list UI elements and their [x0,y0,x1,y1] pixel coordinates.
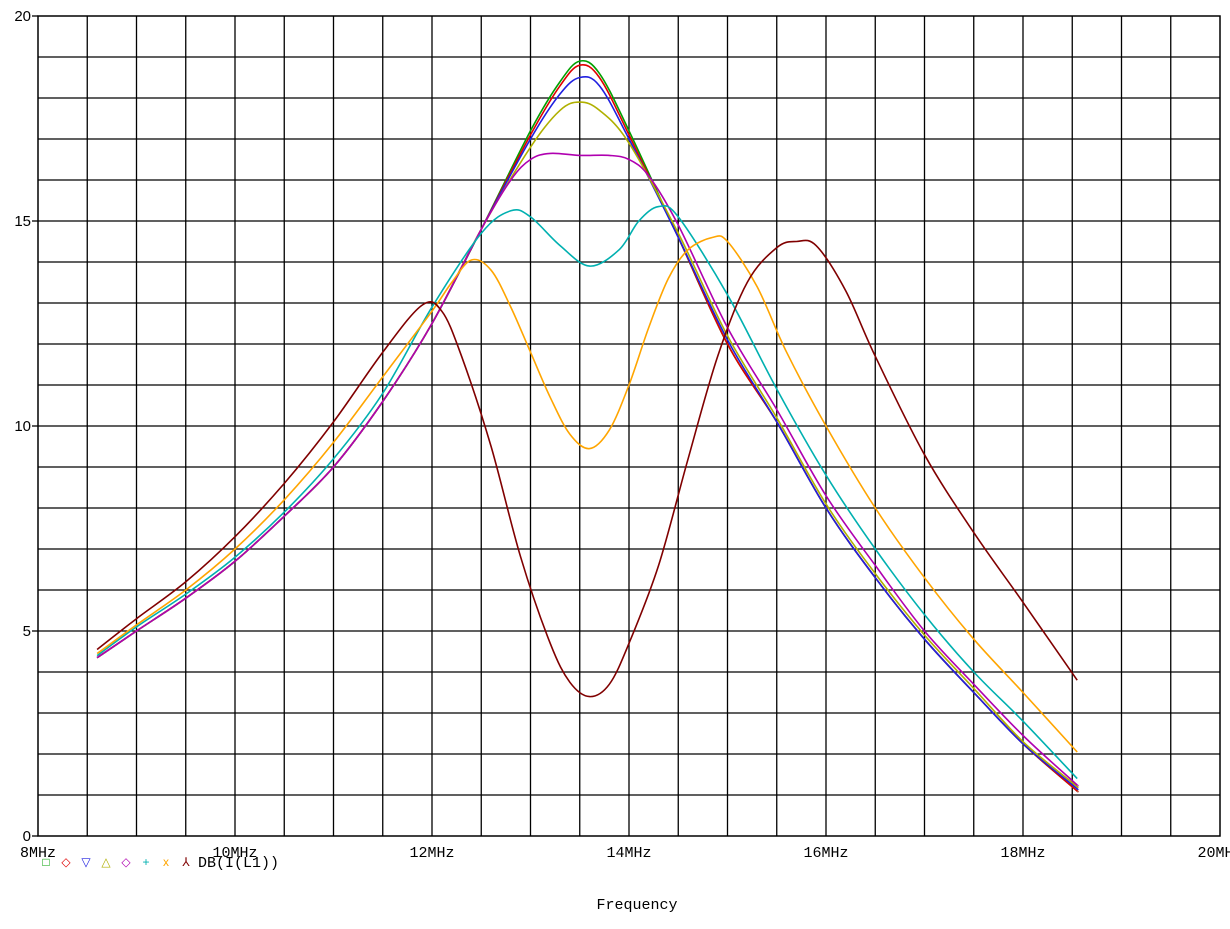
series-line-7 [96,235,1078,753]
legend-marker: ◇ [61,855,71,869]
legend-marker: □ [42,855,49,869]
y-tick-label: 5 [23,623,31,640]
series-line-2 [96,64,1079,793]
series-line-3 [96,75,1079,791]
y-tick-label: 10 [14,418,31,435]
legend-markers: □ ◇ ▽ △ ◇ + x ⅄ [42,855,190,869]
x-tick-label: 14MHz [606,845,651,862]
y-tick-labels: 0 5 10 15 20 [14,8,38,845]
legend-marker: ◇ [121,855,131,869]
x-tick-label: 8MHz [20,845,56,862]
legend-label: DB(I(L1)) [198,855,279,872]
legend-marker: + [142,855,149,869]
y-tick-label: 0 [23,828,31,845]
legend-marker: ⅄ [181,855,190,869]
x-tick-label: 16MHz [803,845,848,862]
series-line-5 [96,152,1079,787]
x-tick-label: 20MHz [1197,845,1230,862]
y-tick-label: 15 [14,213,31,230]
series-line-6 [96,204,1078,780]
legend: □ ◇ ▽ △ ◇ + x ⅄ DB(I(L1)) [42,855,279,872]
x-tick-labels: 8MHz 10MHz 12MHz 14MHz 16MHz 18MHz 20MHz [20,845,1230,862]
x-tick-label: 10MHz [212,845,257,862]
legend-marker: x [163,855,169,869]
series-lines [96,59,1079,793]
series-line-4 [96,101,1079,789]
x-tick-label: 12MHz [409,845,454,862]
legend-marker: △ [101,855,111,869]
legend-marker: ▽ [81,855,91,869]
series-line-8 [96,239,1078,698]
x-axis-title: Frequency [596,897,677,914]
grid [38,16,1220,836]
x-tick-label: 18MHz [1000,845,1045,862]
y-tick-label: 20 [14,8,31,25]
